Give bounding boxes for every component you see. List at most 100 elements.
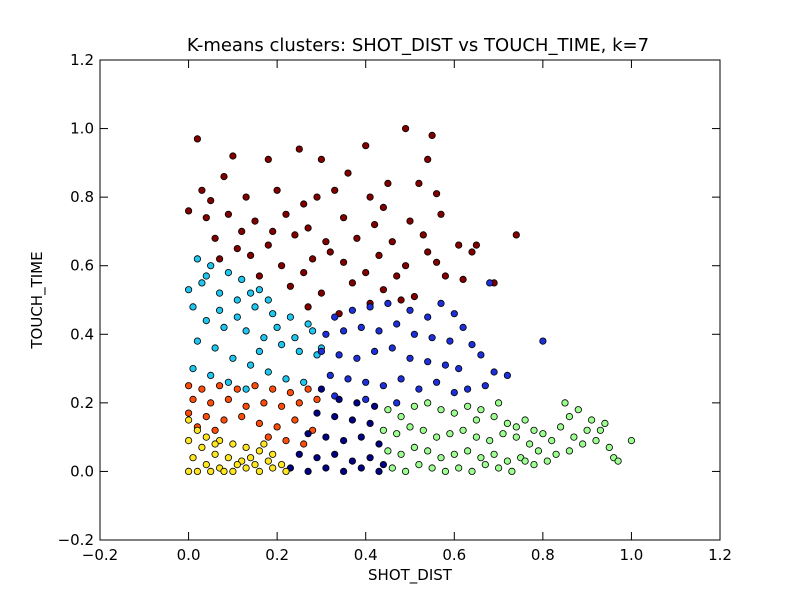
data-point: [477, 406, 485, 414]
data-point: [494, 399, 503, 407]
data-point: [441, 361, 449, 369]
data-point: [216, 382, 224, 390]
data-point: [397, 450, 405, 458]
data-point: [216, 289, 224, 297]
x-tick-label: 1.0: [619, 546, 643, 564]
x-tick-label: 1.2: [708, 546, 732, 564]
data-point: [512, 433, 520, 441]
data-point: [224, 395, 232, 403]
data-point: [255, 272, 263, 280]
data-point: [282, 436, 290, 445]
data-point: [198, 279, 206, 287]
data-point: [393, 272, 401, 280]
data-point: [375, 327, 383, 335]
data-point: [300, 268, 308, 277]
data-point: [300, 200, 308, 208]
data-point: [282, 467, 290, 475]
data-point: [295, 399, 303, 407]
data-point: [242, 402, 250, 410]
data-point: [185, 416, 193, 424]
y-tick-label: 0.4: [70, 325, 94, 343]
data-point: [419, 231, 427, 239]
cluster-3: [185, 382, 321, 448]
data-point: [419, 426, 427, 434]
data-point: [375, 440, 383, 448]
data-point: [375, 251, 383, 259]
data-point: [437, 454, 445, 462]
data-point: [432, 258, 441, 266]
data-point: [362, 395, 370, 403]
data-point: [220, 323, 228, 331]
data-point: [530, 460, 538, 469]
data-point: [424, 358, 432, 366]
data-point: [264, 155, 272, 163]
y-axis-title: TOUCH_TIME: [28, 251, 47, 349]
data-point: [415, 385, 423, 393]
data-point: [384, 299, 392, 307]
data-point: [388, 464, 396, 472]
data-point: [207, 197, 215, 205]
data-point: [415, 179, 423, 187]
data-point: [366, 193, 374, 201]
data-point: [185, 409, 193, 417]
data-point: [357, 464, 365, 472]
data-point: [397, 296, 405, 304]
data-point: [410, 443, 418, 451]
data-point: [300, 378, 308, 386]
data-points: [185, 125, 636, 475]
data-point: [574, 406, 582, 414]
data-point: [251, 382, 259, 390]
data-point: [291, 231, 299, 239]
data-point: [207, 399, 215, 407]
data-point: [605, 443, 613, 451]
data-point: [455, 241, 463, 249]
data-point: [401, 125, 410, 133]
data-point: [304, 303, 312, 311]
data-point: [193, 255, 201, 263]
data-point: [255, 467, 263, 475]
data-point: [308, 255, 317, 263]
x-tick-label: −0.2: [82, 546, 118, 564]
data-point: [486, 279, 494, 287]
data-point: [211, 234, 219, 242]
data-point: [189, 395, 197, 403]
data-point: [255, 286, 263, 294]
data-point: [193, 135, 201, 143]
data-point: [393, 430, 401, 438]
x-tick-label: 0.2: [265, 546, 289, 564]
data-point: [463, 402, 472, 410]
data-point: [326, 371, 334, 379]
data-point: [455, 364, 463, 373]
data-point: [211, 450, 219, 458]
data-point: [198, 443, 206, 451]
y-tick-label: 0.2: [70, 394, 94, 412]
data-point: [207, 262, 215, 270]
data-point: [189, 454, 197, 462]
data-point: [490, 412, 498, 421]
data-point: [362, 268, 370, 277]
data-point: [344, 169, 352, 177]
data-point: [264, 457, 272, 465]
data-point: [202, 412, 210, 421]
data-point: [313, 409, 321, 417]
data-point: [446, 430, 454, 438]
data-point: [189, 364, 197, 373]
data-point: [202, 316, 210, 325]
data-point: [295, 145, 303, 153]
data-point: [233, 313, 241, 321]
data-point: [304, 320, 312, 328]
data-point: [472, 416, 480, 424]
data-point: [379, 460, 387, 469]
data-point: [455, 464, 463, 472]
data-point: [362, 378, 370, 386]
data-point: [490, 450, 498, 458]
data-point: [463, 447, 472, 455]
y-tick-label: 1.0: [70, 120, 94, 138]
data-point: [366, 419, 374, 427]
data-point: [229, 467, 237, 475]
data-point: [348, 457, 356, 465]
data-point: [601, 419, 609, 427]
data-point: [539, 337, 547, 345]
data-point: [450, 409, 458, 417]
data-point: [432, 433, 441, 441]
